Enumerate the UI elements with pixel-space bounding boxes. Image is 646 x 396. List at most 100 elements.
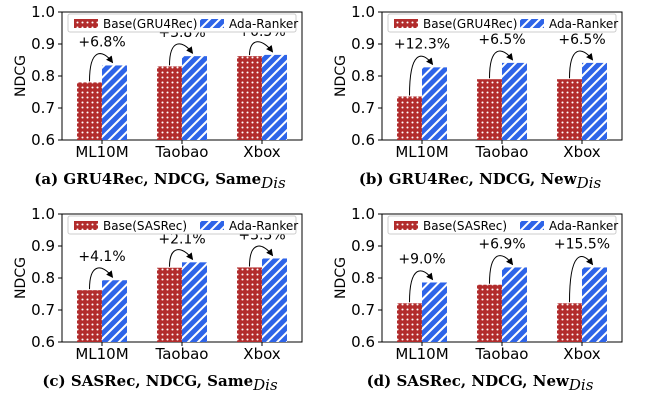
- panel-caption: (a) GRU4Rec, NDCG, SameDis: [34, 170, 286, 192]
- gain-arrow: [409, 55, 434, 96]
- bar-ada-ranker: [422, 282, 447, 342]
- bar-ada-ranker: [102, 65, 127, 140]
- legend-swatch-base: [74, 221, 98, 230]
- caption-text: (d) SASRec, NDCG, New: [367, 372, 570, 390]
- legend-label-ada-ranker: Ada-Ranker: [229, 219, 298, 233]
- caption-subscript: Dis: [260, 174, 286, 192]
- gain-arrow: [569, 50, 594, 79]
- x-tick-label: Xbox: [243, 345, 281, 363]
- gain-arrow: [249, 245, 274, 267]
- y-axis-label: NDCG: [13, 257, 29, 299]
- x-tick-label: ML10M: [75, 345, 128, 363]
- bar-base: [397, 303, 422, 342]
- legend-swatch-base: [74, 19, 98, 28]
- bar-base: [397, 96, 422, 140]
- legend-swatch-ada-ranker: [200, 221, 224, 230]
- gain-annotation: +6.8%: [78, 34, 125, 50]
- y-tick-label: 1.0: [351, 205, 375, 223]
- gain-annotation: +6.5%: [478, 32, 525, 48]
- legend-swatch-base: [394, 19, 418, 28]
- legend-label-base: Base(GRU4Rec): [423, 17, 517, 31]
- y-tick-label: 1.0: [31, 3, 55, 21]
- x-tick-label: Taobao: [475, 345, 529, 363]
- legend-box: [387, 215, 617, 235]
- legend-label-base: Base(SASRec): [103, 219, 187, 233]
- legend-label-base: Base(SASRec): [423, 219, 507, 233]
- chart-panel: 0.6 0.7 0.8 0.9 1.0 NDCG ML10M +12.3% Taobao +6.5…: [333, 3, 623, 192]
- legend-box: [387, 13, 617, 33]
- caption-subscript: Dis: [252, 376, 278, 394]
- bar-base: [237, 267, 262, 342]
- bar-ada-ranker: [262, 258, 287, 342]
- caption-text: (c) SASRec, NDCG, Same: [42, 372, 253, 390]
- legend-swatch-base: [394, 221, 418, 230]
- gain-arrow: [569, 256, 594, 303]
- y-tick-label: 0.8: [31, 67, 55, 85]
- chart-panel: 0.60.70.80.91.0NDCGML10M+6.8%Taobao+3.8%…: [13, 3, 303, 192]
- legend-label-ada-ranker: Ada-Ranker: [229, 17, 298, 31]
- y-tick-label: 0.8: [31, 269, 55, 287]
- gain-annotation: +9.0%: [398, 251, 445, 267]
- gain-arrow: [489, 255, 514, 284]
- x-tick-label: Taobao: [155, 345, 209, 363]
- legend-label-ada-ranker: Ada-Ranker: [549, 17, 618, 31]
- legend-swatch-ada-ranker: [520, 19, 544, 28]
- legend: Base(SASRec) Ada-Ranker: [387, 215, 618, 235]
- y-tick-label: 0.9: [351, 237, 375, 255]
- bar-ada-ranker: [102, 280, 127, 342]
- legend: Base(GRU4Rec) Ada-Ranker: [67, 13, 298, 33]
- panel-caption: (c) SASRec, NDCG, SameDis: [42, 372, 278, 394]
- gain-annotation: +6.5%: [558, 32, 605, 48]
- x-tick-label: ML10M: [395, 345, 448, 363]
- gain-arrow: [249, 41, 274, 56]
- x-tick-label: Taobao: [155, 143, 209, 161]
- bar-base: [157, 267, 182, 342]
- x-tick-label: Taobao: [475, 143, 529, 161]
- y-tick-label: 0.7: [351, 99, 375, 117]
- y-tick-label: 1.0: [31, 205, 55, 223]
- bar-base: [77, 290, 102, 342]
- bar-base: [77, 82, 102, 140]
- x-tick-label: Xbox: [243, 143, 281, 161]
- legend-box: [67, 215, 297, 235]
- bar-base: [477, 79, 502, 140]
- bar-ada-ranker: [502, 267, 527, 342]
- x-tick-label: Xbox: [563, 143, 601, 161]
- y-tick-label: 0.6: [351, 131, 375, 149]
- caption-text: (b) GRU4Rec, NDCG, New: [359, 170, 578, 188]
- gain-arrow: [89, 53, 114, 82]
- chart-panel: 0.6 0.7 0.8 0.9 1.0 NDCG ML10M +9.0% Taobao +6.9%…: [333, 205, 623, 394]
- legend-swatch-ada-ranker: [200, 19, 224, 28]
- x-tick-label: Xbox: [563, 345, 601, 363]
- bar-ada-ranker: [182, 262, 207, 342]
- legend: Base(SASRec) Ada-Ranker: [67, 215, 298, 235]
- y-tick-label: 0.9: [31, 35, 55, 53]
- y-axis-label: NDCG: [333, 55, 349, 97]
- gain-annotation: +4.1%: [78, 249, 125, 265]
- chart-panel: 0.6 0.7 0.8 0.9 1.0 NDCG ML10M +4.1% Taobao +2.1%…: [13, 205, 303, 394]
- legend-label-ada-ranker: Ada-Ranker: [549, 219, 618, 233]
- y-tick-label: 0.8: [351, 67, 375, 85]
- caption-subscript: Dis: [568, 376, 594, 394]
- legend-swatch-ada-ranker: [520, 221, 544, 230]
- caption-subscript: Dis: [576, 174, 602, 192]
- legend: Base(GRU4Rec) Ada-Ranker: [387, 13, 618, 33]
- gain-annotation: +2.1%: [158, 231, 205, 247]
- bar-base: [557, 79, 582, 140]
- bar-ada-ranker: [582, 267, 607, 342]
- gain-arrow: [89, 267, 114, 290]
- bar-base: [557, 303, 582, 342]
- legend-label-base: Base(GRU4Rec): [103, 17, 197, 31]
- panel-caption: (d) SASRec, NDCG, NewDis: [367, 372, 594, 394]
- y-axis-label: NDCG: [13, 55, 29, 97]
- legend-box: [67, 13, 297, 33]
- gain-annotation: +12.3%: [394, 36, 450, 52]
- bar-base: [157, 66, 182, 140]
- y-axis-label: NDCG: [333, 257, 349, 299]
- y-tick-label: 0.7: [351, 301, 375, 319]
- y-tick-label: 0.6: [31, 333, 55, 351]
- gain-annotation: +15.5%: [554, 236, 610, 252]
- gain-annotation: +6.9%: [478, 236, 525, 252]
- x-tick-label: ML10M: [395, 143, 448, 161]
- bar-ada-ranker: [422, 67, 447, 140]
